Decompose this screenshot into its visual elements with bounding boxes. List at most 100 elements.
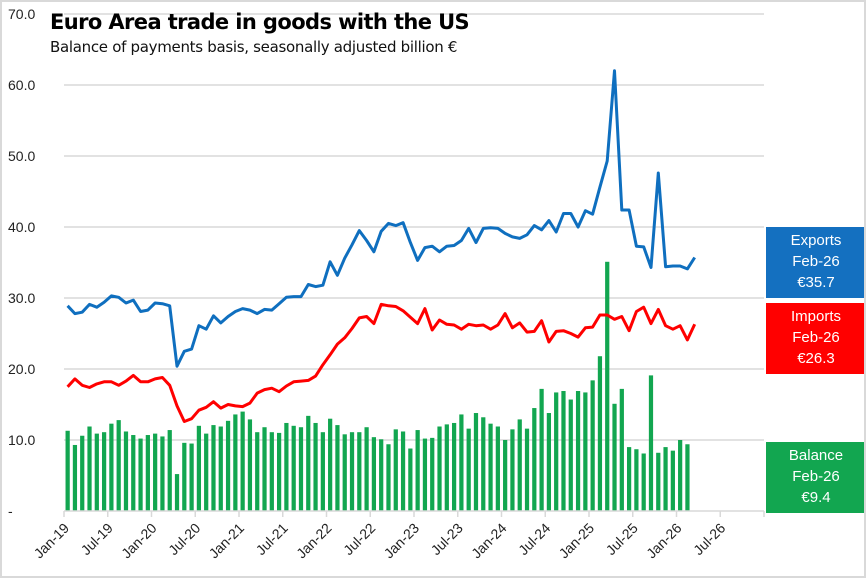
x-tick-label: Jan-20 — [118, 520, 160, 562]
balance-bar — [204, 433, 209, 511]
legend-imports: Imports Feb-26 €26.3 — [766, 303, 864, 374]
balance-bar — [634, 449, 639, 511]
x-tick-label: Jan-21 — [206, 520, 248, 562]
x-tick-label: Jul-26 — [690, 520, 728, 558]
y-tick-label: 70.0 — [8, 6, 35, 22]
balance-bar — [466, 428, 471, 511]
exports-line — [66, 69, 696, 368]
legend-balance-period: Feb-26 — [792, 468, 840, 485]
balance-bar — [503, 440, 508, 511]
balance-bar — [153, 433, 158, 511]
y-tick-label: 10.0 — [8, 432, 35, 448]
balance-bar — [233, 414, 238, 511]
x-tick-label: Jul-19 — [78, 520, 116, 558]
x-tick-label: Jul-23 — [428, 520, 466, 558]
balance-bar — [138, 438, 143, 511]
balance-bar — [430, 437, 435, 511]
balance-bar — [276, 432, 282, 511]
legend-exports: Exports Feb-26 €35.7 — [766, 227, 864, 298]
balance-bar — [546, 413, 552, 511]
balance-bar — [590, 380, 595, 511]
balance-bar — [255, 432, 260, 511]
balance-bar — [524, 428, 530, 511]
balance-bar — [561, 391, 566, 511]
balance-bar — [313, 422, 318, 511]
balance-bar — [386, 444, 391, 511]
x-tick-label: Jul-22 — [340, 520, 378, 558]
legend-imports-value: €26.3 — [797, 350, 835, 367]
line-series — [66, 69, 697, 423]
balance-bar — [400, 431, 406, 511]
balance-bar — [539, 388, 544, 511]
balance-bar — [532, 408, 537, 511]
balance-bar — [262, 427, 267, 511]
balance-bar — [240, 411, 245, 511]
x-tick-label: Jan-22 — [293, 520, 335, 562]
chart-title: Euro Area trade in goods with the US — [50, 10, 470, 34]
balance-bar — [160, 436, 165, 511]
balance-bar — [371, 437, 377, 511]
balance-bar — [408, 448, 413, 511]
balance-bar — [481, 417, 486, 511]
balance-bar — [583, 392, 588, 511]
balance-bar — [247, 419, 253, 511]
balance-bar — [364, 427, 369, 511]
legend-exports-value: €35.7 — [797, 274, 835, 291]
balance-bar — [189, 443, 194, 511]
x-tick-label: Jul-20 — [165, 520, 203, 558]
balance-bar — [379, 439, 384, 511]
balance-bar — [94, 433, 99, 511]
balance-bar — [131, 435, 136, 511]
balance-bar — [554, 392, 559, 511]
x-tick-label: Jan-19 — [31, 520, 73, 562]
balance-bar — [269, 432, 274, 511]
balance-bar — [459, 414, 464, 511]
legend-balance: Balance Feb-26 €9.4 — [766, 442, 864, 513]
balance-bar — [349, 432, 355, 511]
balance-bar — [174, 474, 180, 511]
balance-bar — [612, 403, 617, 511]
balance-bar — [393, 429, 398, 511]
balance-bar — [320, 432, 325, 511]
balance-bar — [298, 427, 304, 511]
balance-bar — [87, 426, 92, 511]
x-tick-label: Jul-21 — [253, 520, 291, 558]
x-tick-label: Jul-24 — [515, 520, 553, 558]
x-tick-label: Jan-24 — [468, 520, 510, 562]
balance-bar — [109, 423, 114, 511]
balance-bar — [626, 447, 632, 511]
balance-bar — [517, 419, 522, 511]
balance-bar — [437, 426, 442, 511]
gridlines — [64, 13, 764, 441]
balance-bar — [342, 434, 347, 511]
balance-bar — [65, 430, 70, 511]
balance-bar — [422, 438, 428, 511]
y-tick-label: 50.0 — [8, 148, 35, 164]
balance-bar — [495, 426, 500, 511]
balance-bar — [116, 420, 121, 511]
y-tick-label: - — [8, 503, 13, 519]
balance-bar — [619, 388, 624, 511]
balance-bar — [663, 447, 668, 511]
legend-exports-period: Feb-26 — [792, 253, 840, 270]
y-tick-label: 20.0 — [8, 361, 35, 377]
balance-bar — [678, 440, 683, 511]
y-axis: - 10.0 20.0 30.0 40.0 50.0 60.0 70.0 — [8, 6, 35, 519]
y-tick-label: 60.0 — [8, 77, 35, 93]
imports-line — [66, 302, 697, 423]
balance-bar — [284, 422, 289, 511]
x-tick-label: Jan-23 — [381, 520, 423, 562]
x-tick-label: Jul-25 — [603, 520, 641, 558]
balance-bar — [444, 424, 449, 511]
legend-balance-label: Balance — [788, 447, 844, 464]
balance-bar — [488, 423, 493, 511]
legend-exports-label: Exports — [790, 232, 842, 249]
balance-bar — [641, 453, 646, 511]
balance-bar — [415, 430, 420, 511]
balance-bar — [656, 452, 661, 511]
balance-bar — [218, 426, 223, 511]
balance-bar — [123, 431, 129, 511]
chart-subtitle: Balance of payments basis, seasonally ad… — [50, 38, 458, 56]
